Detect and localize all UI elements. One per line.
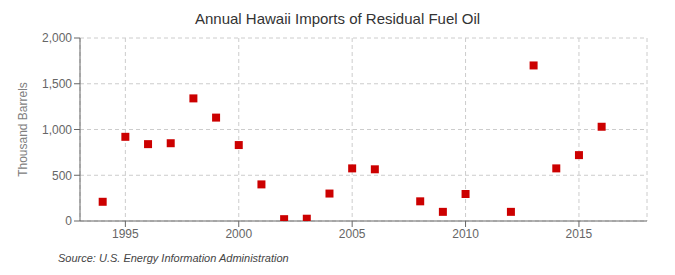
svg-text:Thousand Barrels: Thousand Barrels xyxy=(16,82,30,177)
svg-text:1,000: 1,000 xyxy=(42,123,72,137)
svg-text:2000: 2000 xyxy=(225,227,252,241)
svg-text:2005: 2005 xyxy=(339,227,366,241)
svg-text:1,500: 1,500 xyxy=(42,77,72,91)
html-text:Annual Hawaii Imports of Resid: Annual Hawaii Imports of Residual Fuel O… xyxy=(194,10,481,27)
html-text:Source: U.S. Energy Informatio: Source: U.S. Energy Information Administ… xyxy=(58,252,289,264)
svg-text:2015: 2015 xyxy=(566,227,593,241)
svg-text:500: 500 xyxy=(52,169,72,183)
svg-text:1995: 1995 xyxy=(112,227,139,241)
svg-text:2,000: 2,000 xyxy=(42,31,72,45)
svg-text:2010: 2010 xyxy=(452,227,479,241)
svg-text:0: 0 xyxy=(65,214,72,228)
